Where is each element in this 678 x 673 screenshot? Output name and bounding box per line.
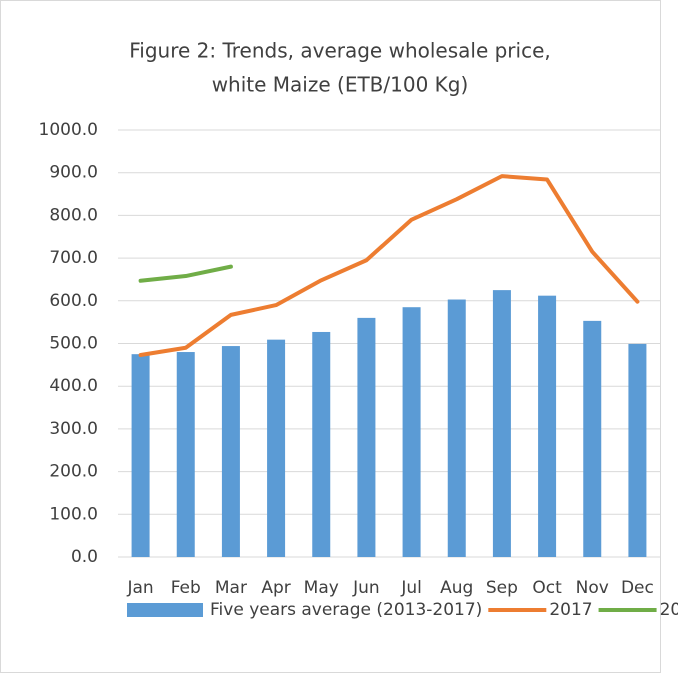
x-tick-label: Feb: [171, 578, 201, 598]
bar: [538, 295, 557, 557]
y-tick-label: 700.0: [49, 248, 98, 268]
bar: [583, 320, 602, 557]
bar: [492, 290, 511, 557]
y-tick-label: 0.0: [71, 547, 98, 567]
x-tick-label: Aug: [440, 578, 473, 598]
x-tick-label: Jul: [400, 578, 422, 598]
x-tick-label: Nov: [576, 578, 609, 598]
legend-label: Five years average (2013-2017): [210, 600, 482, 620]
bar: [131, 354, 150, 557]
x-tick-label: Mar: [215, 578, 247, 598]
y-tick-label: 300.0: [49, 419, 98, 439]
y-tick-label: 400.0: [49, 376, 98, 396]
line: [138, 264, 233, 283]
bar: [447, 299, 466, 557]
bar: [628, 343, 647, 557]
y-tick-label: 800.0: [49, 205, 98, 225]
y-tick-label: 600.0: [49, 291, 98, 311]
bar: [312, 331, 331, 557]
chart-title: white Maize (ETB/100 Kg): [212, 73, 469, 97]
x-tick-label: May: [304, 578, 339, 598]
chart-title: Figure 2: Trends, average wholesale pric…: [129, 39, 551, 63]
legend-label: 2017: [549, 600, 592, 620]
y-tick-label: 200.0: [49, 462, 98, 482]
bar: [176, 352, 195, 557]
line: [138, 174, 640, 358]
legend-swatch: [127, 603, 203, 617]
x-tick-label: Jan: [126, 578, 153, 598]
bar: [402, 307, 421, 557]
bar: [267, 339, 286, 557]
x-tick-label: Oct: [532, 578, 562, 598]
chart-border: [0, 0, 661, 673]
bar: [221, 346, 240, 557]
bar: [357, 317, 376, 557]
x-tick-label: Apr: [261, 578, 290, 598]
x-tick-label: Dec: [621, 578, 654, 598]
y-tick-label: 1000.0: [39, 120, 98, 140]
y-tick-label: 500.0: [49, 334, 98, 354]
legend-label: 2018: [660, 600, 678, 620]
x-tick-label: Sep: [486, 578, 518, 598]
x-tick-label: Jun: [352, 578, 380, 598]
y-tick-label: 100.0: [49, 504, 98, 524]
y-tick-label: 900.0: [49, 163, 98, 183]
